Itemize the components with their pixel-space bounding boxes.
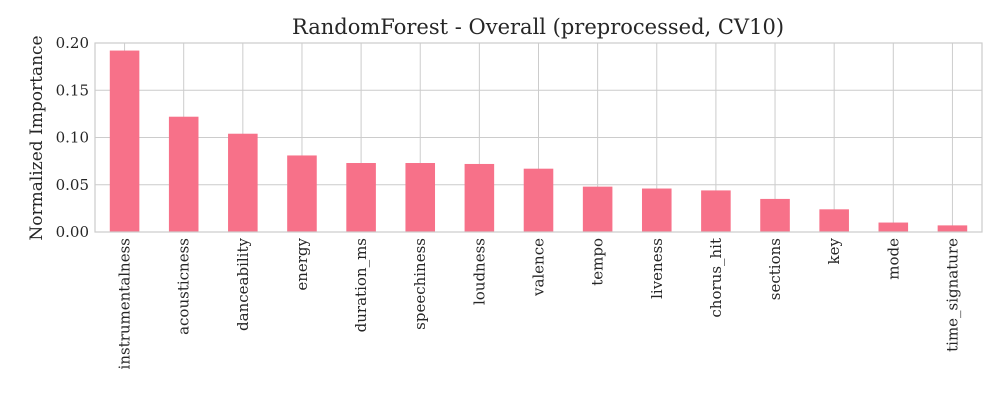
bar-duration-ms: [346, 163, 376, 232]
x-tick-label: chorus_hit: [707, 238, 725, 318]
x-tick-labels: instrumentalness acousticness danceability…: [116, 237, 962, 369]
bar-chorus-hit: [701, 190, 731, 232]
x-tick-label: key: [825, 237, 843, 264]
x-tick-label: liveness: [648, 238, 666, 299]
bar-sections: [760, 198, 790, 232]
x-tick-label: loudness: [470, 238, 488, 305]
bar-valence: [523, 168, 554, 232]
bar-energy: [287, 155, 317, 232]
x-tick-label: time_signature: [943, 238, 961, 352]
x-tick-label: danceability: [234, 237, 252, 330]
y-tick-labels: 0.00 0.05 0.10 0.15 0.20: [56, 34, 89, 241]
x-tick-label: instrumentalness: [116, 238, 134, 369]
x-tick-label: mode: [884, 238, 902, 280]
plot-frame: [94, 42, 983, 233]
y-tick-label: 0.10: [56, 129, 89, 147]
y-axis-label: Normalized Importance: [27, 35, 47, 240]
bar-instrumentalness: [109, 50, 140, 233]
x-tick-label: duration_ms: [352, 238, 370, 332]
chart-title: RandomForest - Overall (preprocessed, CV…: [292, 15, 784, 39]
bar-loudness: [464, 163, 495, 232]
x-tick-label: speechiness: [411, 238, 429, 330]
bar-tempo: [582, 186, 613, 232]
bar-mode: [878, 222, 909, 232]
x-tick-label: acousticness: [175, 238, 193, 335]
y-tick-label: 0.05: [56, 176, 89, 194]
bar-liveness: [641, 188, 672, 232]
bar-speechiness: [405, 163, 436, 232]
x-tick-label: tempo: [589, 238, 607, 286]
y-tick-label: 0.15: [56, 81, 89, 99]
x-tick-label: energy: [293, 237, 311, 290]
bars-layer: [109, 50, 968, 233]
y-tick-label: 0.20: [56, 34, 89, 52]
bar-danceability: [228, 133, 258, 232]
y-tick-label: 0.00: [56, 223, 89, 241]
bar-acousticness: [168, 116, 199, 232]
x-tick-label: sections: [766, 238, 784, 300]
x-tick-label: valence: [530, 238, 548, 297]
bar-time-signature: [937, 225, 968, 232]
bar-key: [819, 209, 849, 232]
